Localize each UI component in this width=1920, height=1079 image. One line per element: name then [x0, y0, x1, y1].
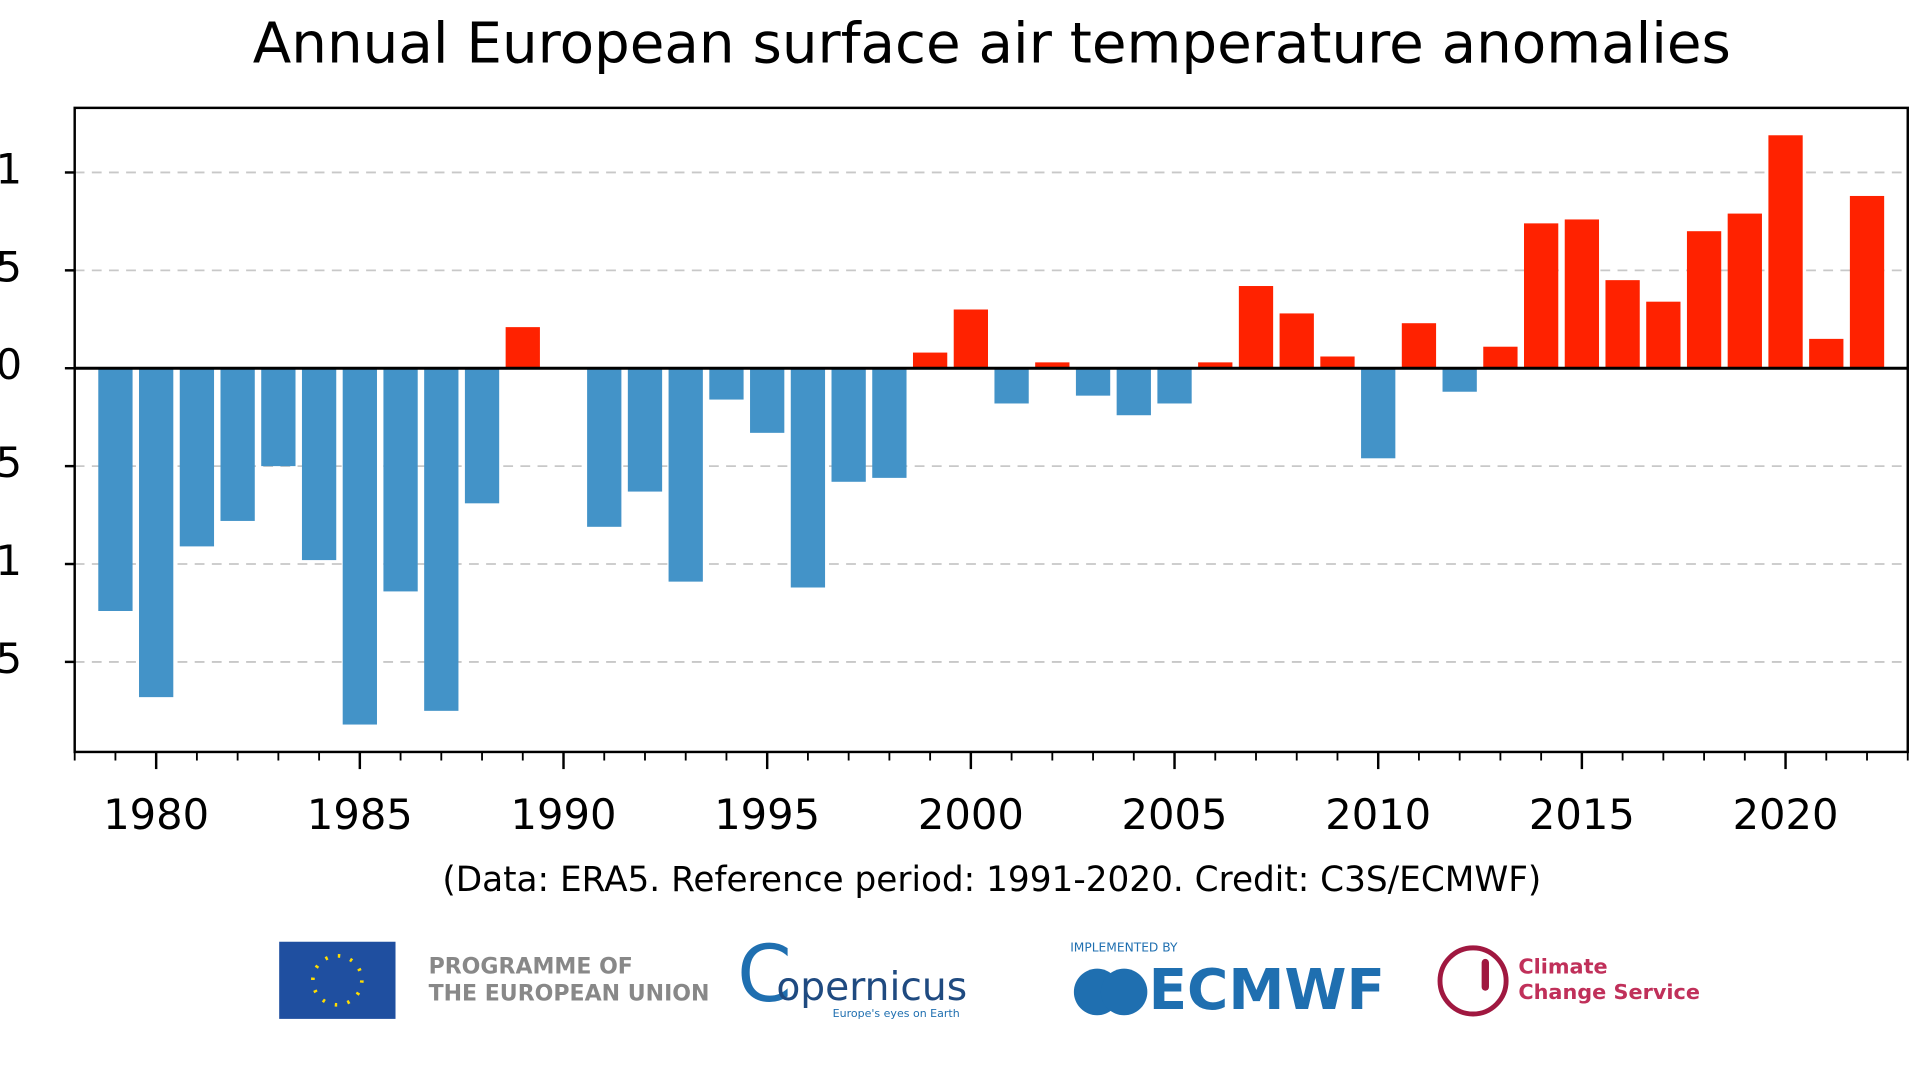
bar [1849, 195, 1885, 369]
bar [1442, 368, 1477, 392]
bar [1116, 368, 1151, 416]
y-tick-label: -0.5 [0, 438, 22, 487]
bar [994, 368, 1029, 404]
bar [912, 352, 948, 369]
y-tick-label: -1.5 [0, 634, 22, 683]
bar [424, 368, 459, 711]
bar [1401, 323, 1437, 369]
c3s-text: Change Service [1518, 980, 1700, 1004]
bar [750, 368, 785, 433]
bar [1727, 213, 1762, 369]
bar [1279, 313, 1314, 369]
bar [1035, 362, 1070, 369]
bar [261, 368, 296, 467]
plot-frame [73, 106, 1909, 754]
bar [179, 368, 215, 547]
eu-stars [311, 953, 364, 1007]
bar [1646, 301, 1681, 369]
ecmwf-mark [1100, 968, 1148, 1016]
bar [831, 368, 866, 482]
bar [342, 368, 377, 725]
bar [1686, 231, 1722, 369]
y-tick-label: -1 [0, 536, 22, 585]
bar [668, 368, 703, 582]
y-tick-label: 0 [0, 340, 22, 389]
x-tick-label: 1985 [307, 790, 413, 839]
eu-text: THE EUROPEAN UNION [429, 981, 710, 1006]
bar [1605, 280, 1640, 369]
bar [1361, 368, 1396, 459]
eu-flag [279, 941, 396, 1019]
bar [1238, 286, 1274, 369]
eu-logo: PROGRAMME OF THE EUROPEAN UNION [279, 941, 710, 1019]
x-tick-label: 1980 [103, 790, 209, 839]
bar [790, 368, 826, 588]
bar [1809, 338, 1844, 369]
bar [627, 368, 663, 492]
bar [1524, 223, 1559, 369]
bar [1483, 346, 1518, 369]
bar [98, 368, 133, 611]
x-tick-label: 1995 [714, 790, 820, 839]
chart-title: Annual European surface air temperature … [253, 11, 1731, 76]
bar [587, 368, 622, 527]
bar [301, 368, 337, 561]
x-tick-label: 2020 [1733, 790, 1839, 839]
bar [1198, 362, 1233, 369]
x-tick-label: 1990 [511, 790, 617, 839]
copernicus-initial: C [737, 929, 792, 1020]
ecmwf-caption: IMPLEMENTED BY [1070, 940, 1178, 954]
ecmwf-name: ECMWF [1149, 958, 1385, 1023]
c3s-logo: Climate Change Service [1437, 945, 1700, 1017]
copernicus-tagline: Europe's eyes on Earth [833, 1007, 960, 1020]
copernicus-name: opernicus [776, 965, 967, 1010]
x-tick-label: 2010 [1325, 790, 1431, 839]
y-tick-label: 0.5 [0, 242, 22, 291]
ecmwf-logo: IMPLEMENTED BY ECMWF [1070, 940, 1385, 1022]
bar [464, 368, 500, 504]
bar [1320, 356, 1355, 369]
bar [1075, 368, 1111, 396]
x-tick-label: 2000 [918, 790, 1024, 839]
y-tick-label: 1 [0, 144, 22, 193]
bar [872, 368, 907, 478]
c3s-text: Climate [1518, 954, 1607, 978]
plot-area [74, 135, 1908, 725]
copernicus-logo: C opernicus Europe's eyes on Earth [737, 929, 967, 1020]
bar [953, 309, 988, 369]
credit-note: (Data: ERA5. Reference period: 1991-2020… [442, 860, 1541, 900]
c3s-thermometer [1481, 958, 1489, 991]
eu-text: PROGRAMME OF [429, 954, 633, 979]
bar [220, 368, 255, 521]
x-tick-label: 2005 [1122, 790, 1228, 839]
bar [1564, 219, 1600, 369]
c3s-mark [1437, 945, 1509, 1017]
bar [1157, 368, 1192, 404]
bar [1768, 135, 1803, 369]
bar [709, 368, 744, 400]
bar [139, 368, 174, 698]
bar [383, 368, 418, 592]
bar [505, 327, 540, 369]
x-tick-label: 2015 [1529, 790, 1635, 839]
